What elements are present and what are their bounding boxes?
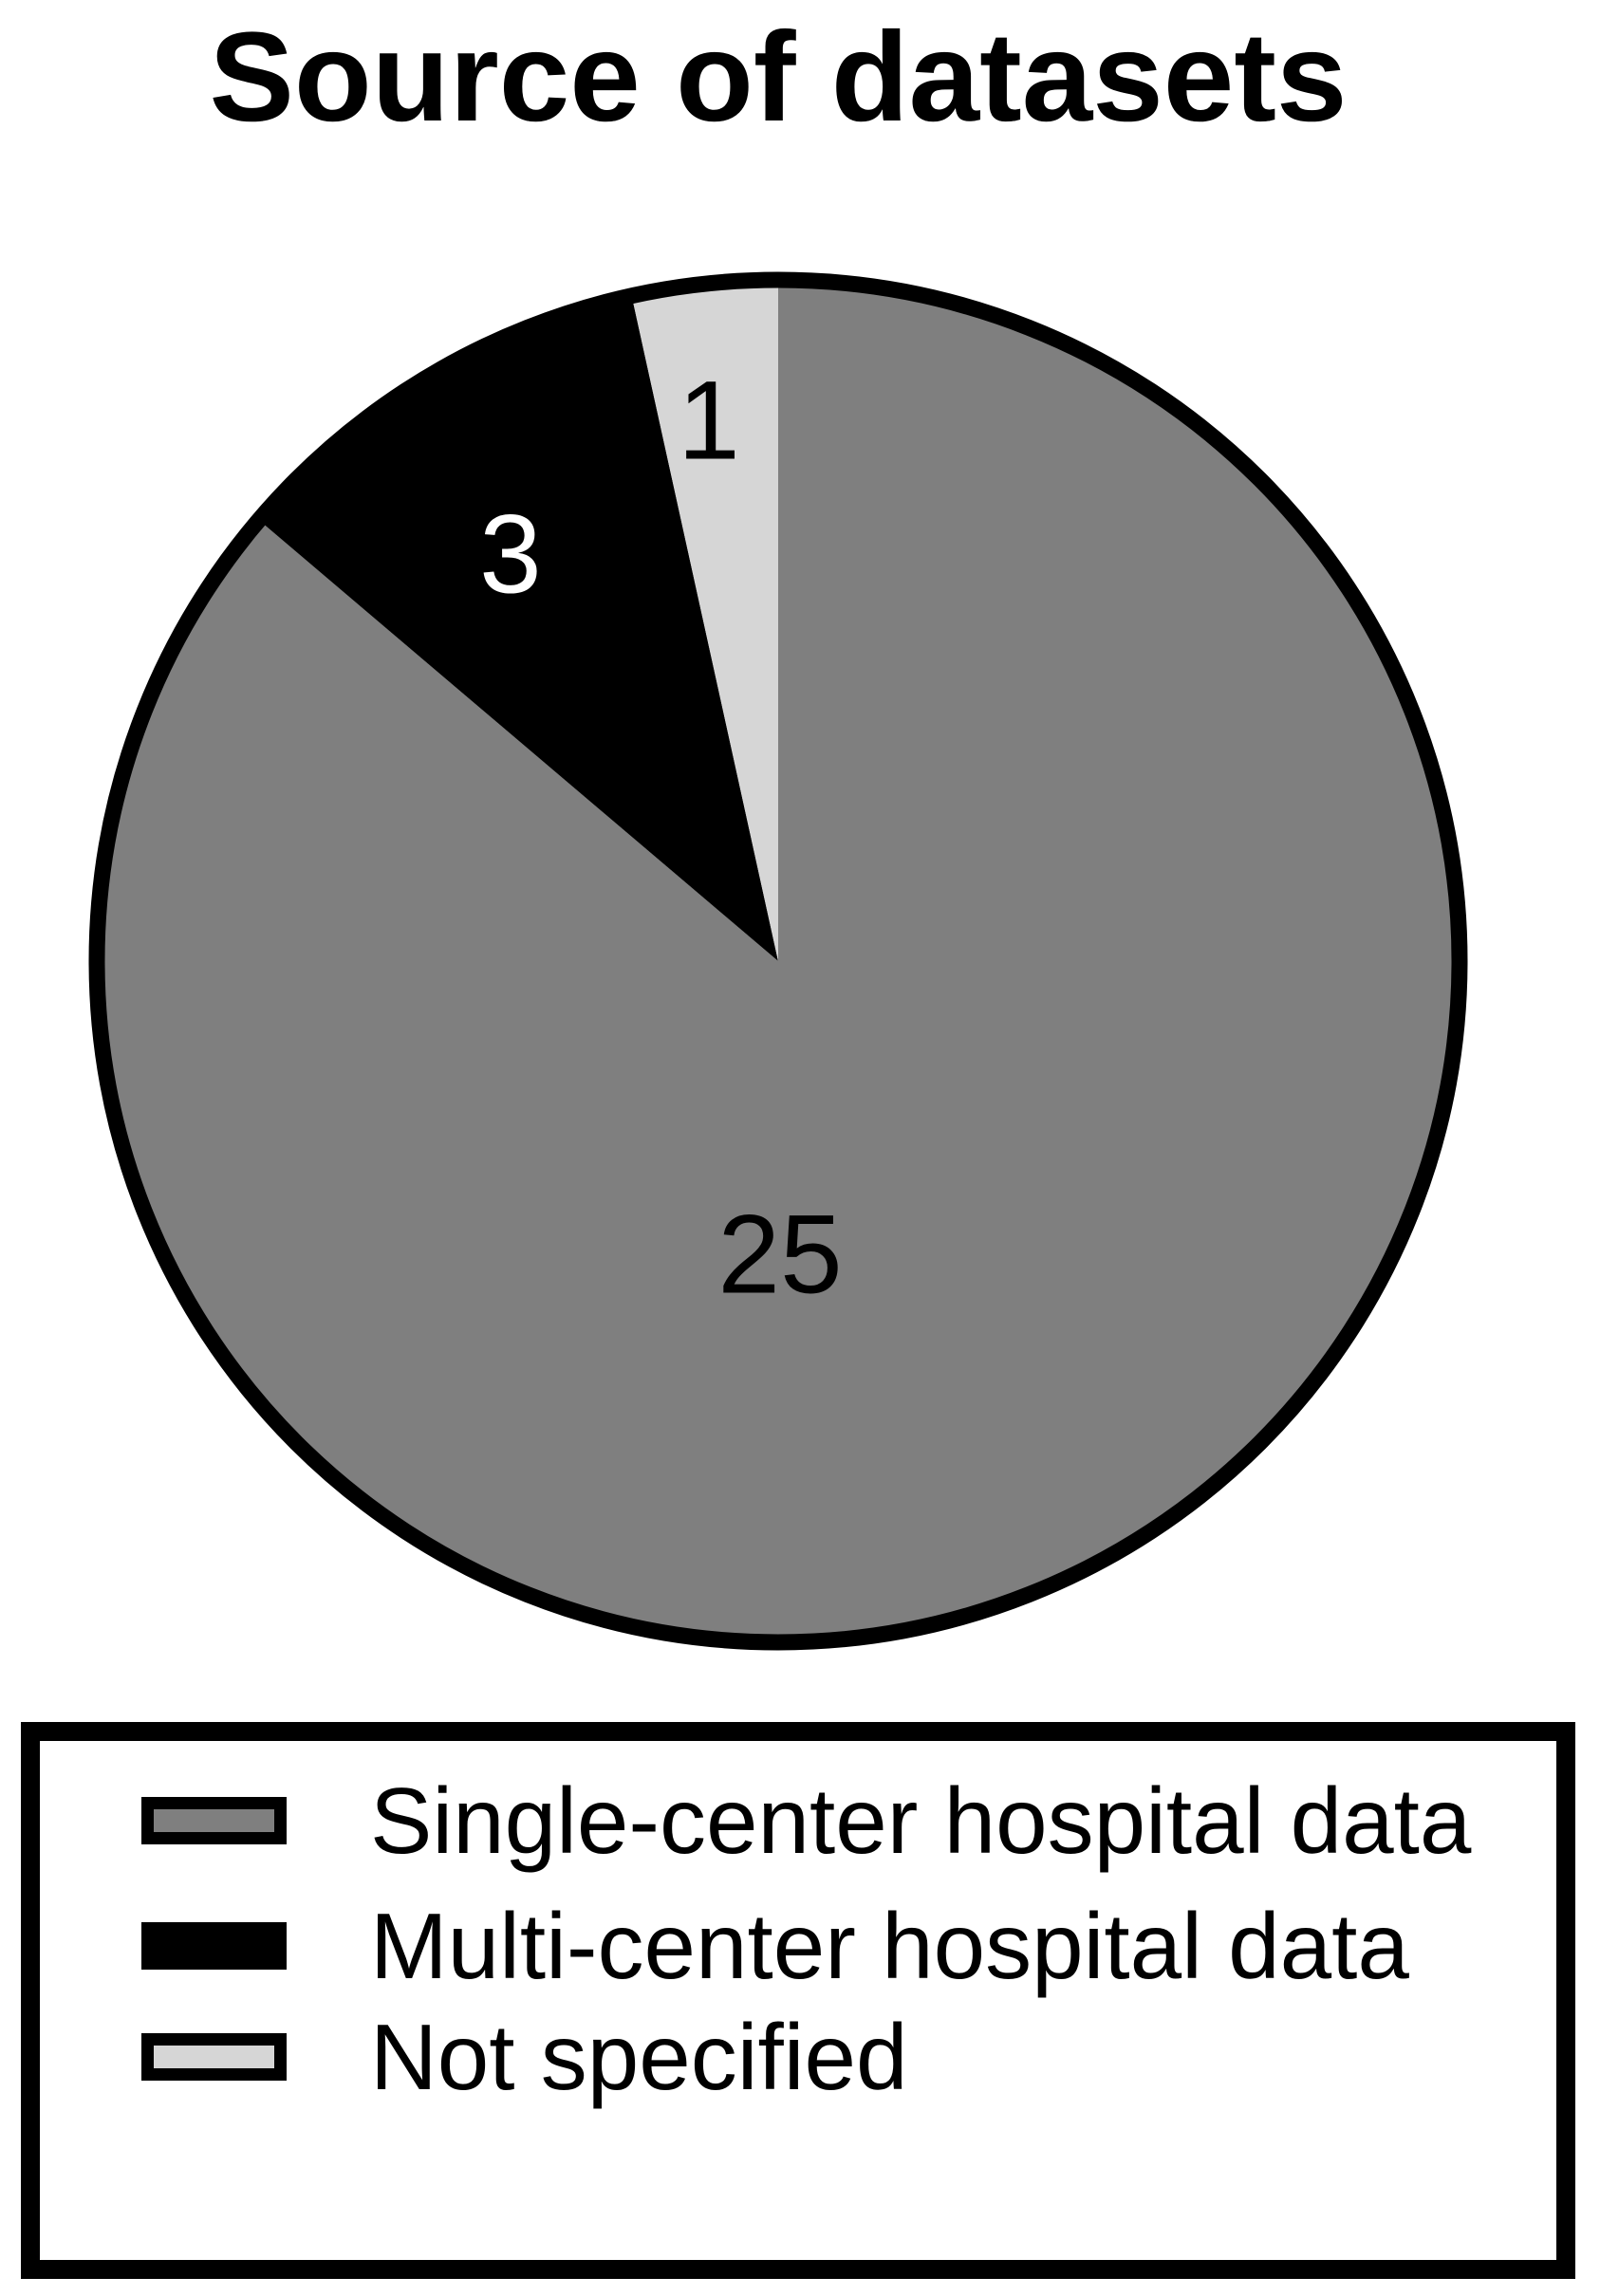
- legend-swatch-not-specified: [141, 2033, 287, 2081]
- pie-slice-value-2: 1: [678, 358, 740, 483]
- pie-slice-2: [631, 280, 778, 961]
- pie-outline: [88, 271, 1468, 1651]
- pie-slice-0: [97, 280, 1460, 1643]
- legend-item-multi-center: Multi-center hospital data: [141, 1899, 1409, 1992]
- legend-swatch-single-center: [141, 1797, 287, 1844]
- pie-slice-value-0: 25: [717, 1192, 842, 1317]
- pie-slice-value-1: 3: [479, 491, 542, 617]
- legend-item-not-specified: Not specified: [141, 2010, 908, 2103]
- pie-slice-1: [258, 295, 778, 961]
- chart-title: Source of datasets: [209, 7, 1348, 148]
- legend-swatch-multi-center: [141, 1922, 287, 1970]
- legend-box: Single-center hospital data Multi-center…: [21, 1722, 1575, 2279]
- legend-item-single-center: Single-center hospital data: [141, 1774, 1471, 1867]
- legend-label-multi-center: Multi-center hospital data: [370, 1894, 1409, 1998]
- legend-label-single-center: Single-center hospital data: [370, 1768, 1472, 1873]
- legend-label-not-specified: Not specified: [370, 2005, 908, 2109]
